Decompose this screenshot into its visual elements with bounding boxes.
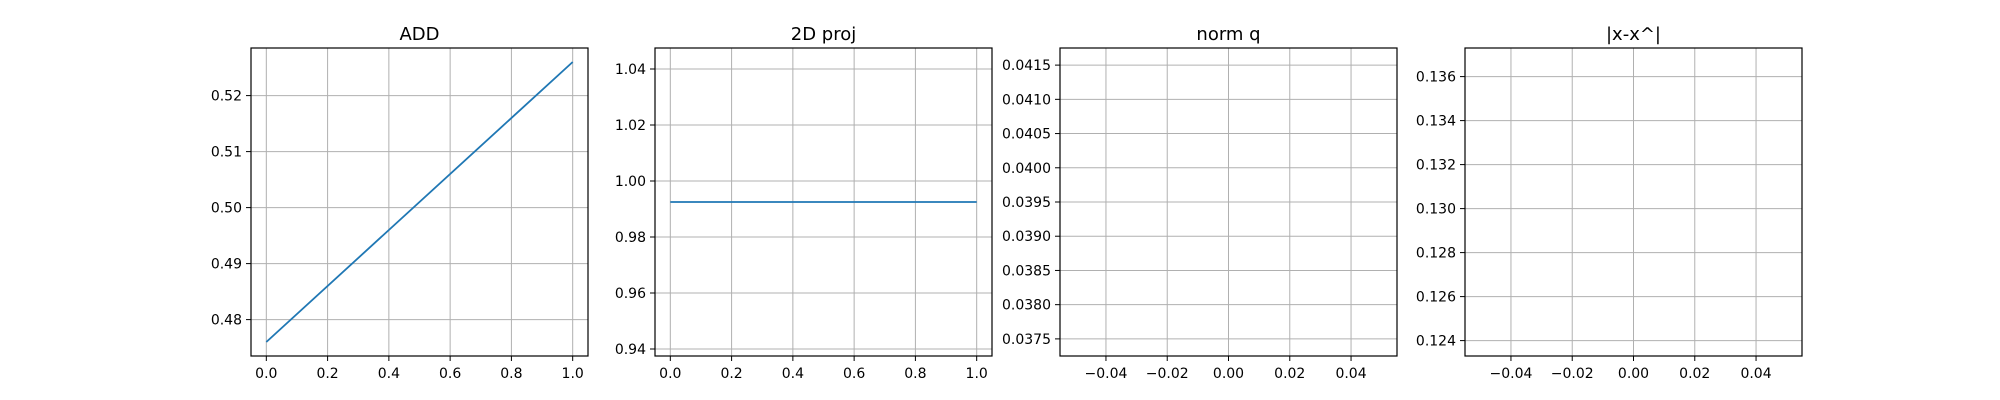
- plot-area: [1060, 48, 1397, 356]
- y-tick-label: 0.94: [615, 342, 646, 358]
- y-tick-label: 0.48: [211, 313, 242, 329]
- x-tick-label: −0.04: [1085, 366, 1128, 382]
- y-tick-label: 0.134: [1416, 114, 1456, 130]
- x-tick-label: 0.4: [782, 366, 804, 382]
- chart-title: 2D proj: [791, 24, 856, 45]
- subplot-abs-error: |x-x^| −0.04 −0.02 0.00 0.02 0.04 0.124 0.126 0…: [1416, 24, 1803, 382]
- x-tick-label: 1.0: [562, 366, 584, 382]
- x-tick-label: 0.6: [843, 366, 865, 382]
- subplot-norm-q: norm q −0.04 −0.02 0.00 0.02 0.04 0.0375 0.038…: [1002, 24, 1398, 382]
- y-tick-label: 0.0385: [1002, 263, 1051, 279]
- y-tick-label: 1.00: [615, 174, 646, 190]
- x-tick-label: 0.8: [904, 366, 926, 382]
- x-tick-label: 0.2: [316, 366, 338, 382]
- y-tick-label: 0.0400: [1002, 161, 1051, 177]
- y-tick-label: 0.0390: [1002, 229, 1051, 245]
- x-tick-label: −0.04: [1490, 366, 1533, 382]
- x-tick-label: 0.4: [378, 366, 400, 382]
- x-tick-label: 0.0: [659, 366, 681, 382]
- chart-title: ADD: [399, 24, 439, 45]
- y-tick-label: 0.50: [211, 201, 242, 217]
- x-tick-label: −0.02: [1146, 366, 1189, 382]
- y-tick-label: 0.0405: [1002, 127, 1051, 143]
- x-tick-label: 1.0: [966, 366, 988, 382]
- y-tick-label: 0.136: [1416, 70, 1456, 86]
- x-tick-label: 0.00: [1618, 366, 1649, 382]
- x-tick-label: 0.04: [1335, 366, 1366, 382]
- y-tick-label: 0.124: [1416, 334, 1456, 350]
- y-tick-label: 0.132: [1416, 158, 1456, 174]
- y-tick-label: 0.0410: [1002, 92, 1051, 108]
- y-tick-label: 0.128: [1416, 246, 1456, 262]
- y-tick-label: 0.98: [615, 230, 646, 246]
- y-tick-label: 0.0395: [1002, 195, 1051, 211]
- plot-area: [655, 48, 992, 356]
- y-tick-label: 0.0375: [1002, 332, 1051, 348]
- y-tick-label: 0.96: [615, 286, 646, 302]
- x-tick-label: 0.00: [1213, 366, 1244, 382]
- chart-title: |x-x^|: [1606, 24, 1661, 45]
- plot-area: [251, 48, 588, 356]
- plot-area: [1465, 48, 1802, 356]
- axes-frame: [250, 47, 589, 357]
- y-tick-label: 1.04: [615, 62, 646, 78]
- x-tick-label: 0.02: [1274, 366, 1305, 382]
- x-tick-label: 0.04: [1740, 366, 1771, 382]
- y-tick-label: 0.0380: [1002, 298, 1051, 314]
- y-tick-label: 0.126: [1416, 290, 1456, 306]
- y-tick-label: 0.51: [211, 145, 242, 161]
- series-line: [265, 61, 574, 343]
- subplot-2d-proj: 2D proj 0.0 0.2 0.4 0.6 0.8 1.0 0.94 0.96 0.98 1.…: [615, 24, 993, 382]
- y-tick-label: 0.49: [211, 257, 242, 273]
- axes-frame: [654, 47, 993, 357]
- x-tick-label: 0.02: [1679, 366, 1710, 382]
- x-tick-label: 0.2: [720, 366, 742, 382]
- x-tick-label: −0.02: [1551, 366, 1594, 382]
- y-tick-label: 1.02: [615, 118, 646, 134]
- y-tick-label: 0.0415: [1002, 58, 1051, 74]
- subplot-add: ADD 0.0 0.2 0.4 0.6 0.8 1.0 0.48 0.49 0.50 0.51 0.…: [211, 24, 589, 382]
- y-tick-label: 0.52: [211, 89, 242, 105]
- y-tick-label: 0.130: [1416, 202, 1456, 218]
- chart-title: norm q: [1196, 24, 1260, 45]
- x-tick-label: 0.6: [439, 366, 461, 382]
- x-tick-label: 0.0: [255, 366, 277, 382]
- x-tick-label: 0.8: [500, 366, 522, 382]
